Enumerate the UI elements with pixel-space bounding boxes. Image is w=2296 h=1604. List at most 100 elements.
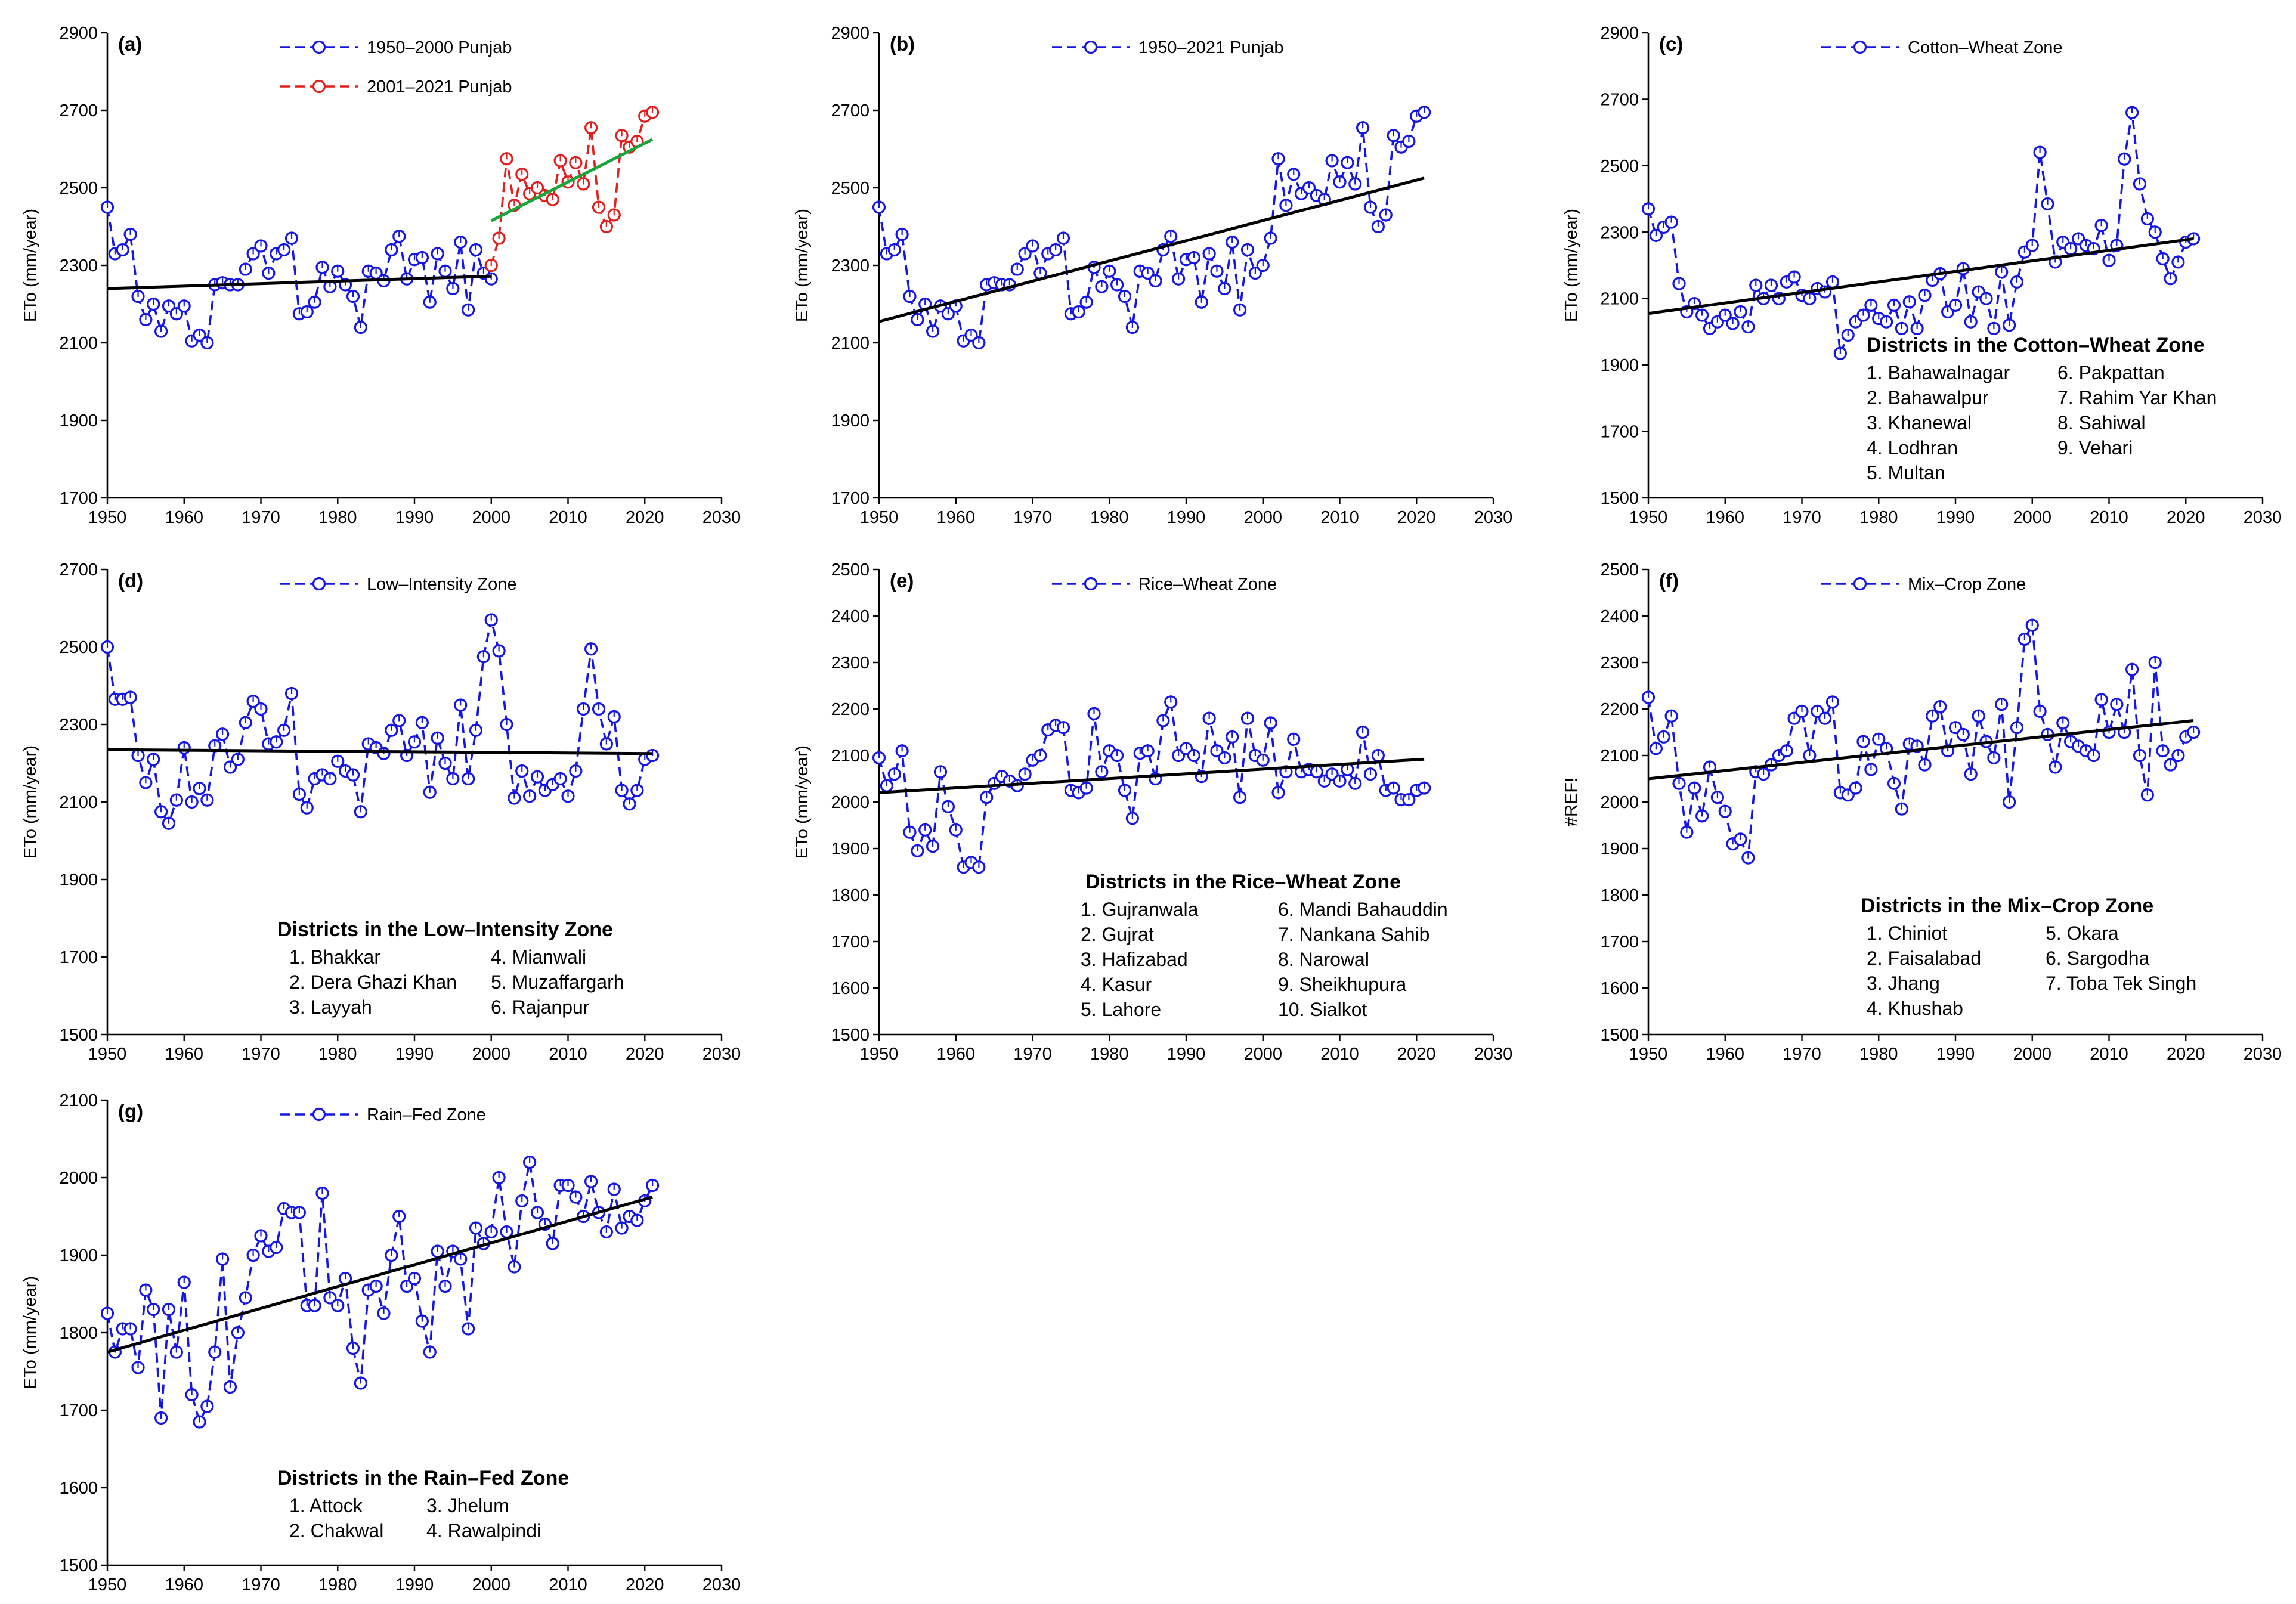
district-title: Districts in the Rain–Fed Zone xyxy=(277,1467,569,1490)
y-tick-label: 2100 xyxy=(1600,747,1639,766)
y-axis-label: ETo (mm/year) xyxy=(21,209,40,322)
x-tick-label: 2010 xyxy=(1320,1045,1359,1064)
chart-panel: 1950 1960 1970 1980 1990 2000 2010 2020 2030 1500… xyxy=(793,561,1512,1064)
x-tick-label: 2000 xyxy=(2013,508,2051,527)
y-tick-label: 2900 xyxy=(831,24,869,43)
x-tick-label: 1980 xyxy=(1090,508,1129,527)
y-tick-label: 2400 xyxy=(1600,607,1639,626)
district-item: 2. Bahawalpur xyxy=(1867,387,1989,408)
x-tick-label: 1990 xyxy=(395,508,434,527)
x-tick-label: 1970 xyxy=(1783,1045,1821,1064)
x-tick-label: 1960 xyxy=(936,1045,975,1064)
legend-marker xyxy=(312,79,326,94)
x-tick-label: 1950 xyxy=(1629,1045,1668,1064)
district-item: 7. Nankana Sahib xyxy=(1278,924,1429,945)
district-list-c: Districts in the Cotton–Wheat Zone 1. Ba… xyxy=(1867,334,2217,484)
x-tick-label: 2020 xyxy=(2167,508,2205,527)
district-item: 4. Khushab xyxy=(1867,998,1963,1019)
y-tick-label: 1700 xyxy=(59,1401,98,1420)
y-tick-label: 2300 xyxy=(1600,223,1639,242)
district-item: 3. Hafizabad xyxy=(1081,949,1188,970)
panel-label: (d) xyxy=(118,569,143,592)
y-axis-label: ETo (mm/year) xyxy=(793,745,812,859)
district-item: 8. Sahiwal xyxy=(2057,412,2146,433)
legend-label: 2001–2021 Punjab xyxy=(367,78,512,97)
x-tick-label: 2010 xyxy=(549,1045,587,1064)
district-item: 4. Lodhran xyxy=(1867,437,1958,459)
y-tick-label: 1900 xyxy=(1600,356,1639,375)
x-tick-label: 1950 xyxy=(88,1045,127,1064)
district-item: 4. Kasur xyxy=(1081,974,1152,995)
y-tick-label: 1900 xyxy=(831,840,869,859)
x-tick-label: 1960 xyxy=(936,508,975,527)
y-tick-label: 2100 xyxy=(59,1091,98,1110)
x-tick-label: 1980 xyxy=(1859,1045,1898,1064)
y-axis-label: #REF! xyxy=(1562,778,1581,826)
x-tick-label: 2030 xyxy=(703,508,741,527)
district-item: 2. Faisalabad xyxy=(1867,947,1981,969)
legend-marker xyxy=(312,40,326,54)
y-tick-label: 2100 xyxy=(831,747,869,766)
x-tick-label: 2000 xyxy=(472,508,510,527)
panel-label: (f) xyxy=(1659,569,1679,592)
y-tick-label: 2500 xyxy=(1600,561,1639,580)
x-tick-label: 1960 xyxy=(165,1045,203,1064)
panel-label: (b) xyxy=(890,33,915,55)
y-tick-label: 2300 xyxy=(59,716,98,735)
district-item: 6. Mandi Bahauddin xyxy=(1278,899,1448,920)
chart-panel: 1950 1960 1970 1980 1990 2000 2010 2020 2030 1500… xyxy=(21,561,741,1064)
x-tick-label: 1970 xyxy=(1013,1045,1052,1064)
x-tick-label: 1980 xyxy=(318,1045,357,1064)
y-tick-label: 2100 xyxy=(59,334,98,353)
legend-marker xyxy=(1853,40,1867,54)
panel-label: (e) xyxy=(890,569,914,592)
chart-panel: 1950 1960 1970 1980 1990 2000 2010 2020 2030 1500… xyxy=(21,1091,741,1594)
y-tick-label: 2200 xyxy=(831,700,869,719)
x-tick-label: 1950 xyxy=(860,508,899,527)
district-item: 9. Sheikhupura xyxy=(1278,974,1406,995)
y-tick-label: 1700 xyxy=(1600,423,1639,442)
x-tick-label: 2020 xyxy=(1397,508,1436,527)
legend-marker xyxy=(312,577,326,591)
district-item: 1. Chiniot xyxy=(1867,922,1947,944)
y-tick-label: 2400 xyxy=(831,607,869,626)
district-item: 3. Jhang xyxy=(1867,973,1940,994)
x-tick-label: 2010 xyxy=(2090,1045,2128,1064)
legend-label: Low–Intensity Zone xyxy=(367,575,516,594)
legend-label: Cotton–Wheat Zone xyxy=(1908,38,2063,57)
y-tick-label: 1700 xyxy=(1600,933,1639,952)
y-tick-label: 2900 xyxy=(59,24,98,43)
district-item: 9. Vehari xyxy=(2057,437,2133,459)
district-item: 5. Okara xyxy=(2046,922,2119,944)
x-tick-label: 2000 xyxy=(1243,508,1282,527)
district-item: 3. Jhelum xyxy=(426,1495,509,1516)
district-item: 4. Rawalpindi xyxy=(426,1520,541,1541)
y-tick-label: 1800 xyxy=(831,886,869,905)
x-tick-label: 2030 xyxy=(703,1045,741,1064)
district-list-f: Districts in the Mix–Crop Zone 1. Chinio… xyxy=(1861,894,2196,1019)
legend-label: Mix–Crop Zone xyxy=(1908,575,2026,594)
district-item: 1. Bhakkar xyxy=(289,946,380,968)
district-item: 4. Mianwali xyxy=(491,946,586,968)
panel-label: (a) xyxy=(118,33,142,55)
legend-label: Rice–Wheat Zone xyxy=(1138,575,1277,594)
district-item: 2. Chakwal xyxy=(289,1520,383,1541)
y-axis-label: ETo (mm/year) xyxy=(21,1276,40,1389)
chart-panel: 1950 1960 1970 1980 1990 2000 2010 2020 2030 1700… xyxy=(21,24,741,527)
y-tick-label: 1900 xyxy=(831,411,869,431)
district-list-e: Districts in the Rice–Wheat Zone 1. Gujr… xyxy=(1081,871,1448,1020)
x-tick-label: 2020 xyxy=(626,508,664,527)
y-tick-label: 1700 xyxy=(831,933,869,952)
y-tick-label: 2100 xyxy=(1600,290,1639,309)
x-tick-label: 2030 xyxy=(2244,1045,2282,1064)
x-tick-label: 1980 xyxy=(1859,508,1898,527)
y-tick-label: 1500 xyxy=(831,1026,869,1045)
y-tick-label: 1500 xyxy=(59,1556,98,1575)
x-tick-label: 1980 xyxy=(318,1575,357,1594)
chart-panel: 1950 1960 1970 1980 1990 2000 2010 2020 2030 1500… xyxy=(1562,561,2282,1064)
x-tick-label: 1970 xyxy=(242,508,280,527)
y-axis-label: ETo (mm/year) xyxy=(793,209,812,322)
y-tick-label: 1500 xyxy=(59,1026,98,1045)
legend-label: 1950–2000 Punjab xyxy=(367,38,512,57)
x-tick-label: 2000 xyxy=(472,1045,510,1064)
